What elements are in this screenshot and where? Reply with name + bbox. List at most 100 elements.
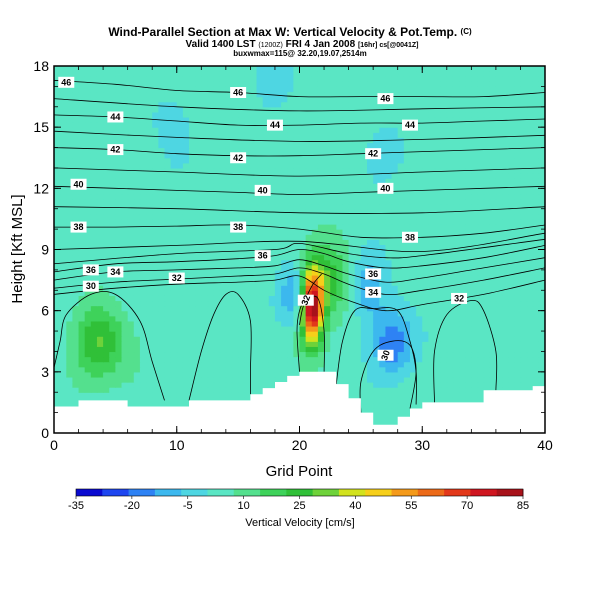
field-cell: [459, 229, 466, 235]
field-cell: [502, 315, 509, 322]
field-cell: [354, 280, 362, 286]
field-cell: [78, 116, 86, 123]
field-cell: [189, 198, 196, 205]
field-cell: [336, 274, 344, 281]
field-cell: [182, 325, 190, 332]
field-cell: [526, 300, 534, 307]
field-cell: [54, 152, 61, 159]
field-cell: [182, 224, 190, 230]
field-cell: [538, 152, 545, 159]
field-cell: [158, 229, 166, 235]
field-cell: [164, 122, 172, 128]
field-cell: [495, 341, 503, 347]
field-cell: [391, 239, 399, 246]
field-cell: [502, 331, 509, 337]
field-cell: [207, 382, 215, 388]
field-cell: [434, 127, 442, 133]
field-cell: [495, 285, 503, 291]
field-cell: [305, 218, 313, 225]
field-cell: [348, 183, 356, 189]
field-cell: [379, 366, 387, 373]
field-cell: [84, 142, 92, 149]
field-cell: [189, 157, 196, 164]
field-cell: [170, 387, 178, 393]
field-cell: [520, 361, 528, 368]
field-cell: [305, 208, 313, 215]
field-cell: [502, 361, 509, 368]
field-cell: [127, 229, 135, 235]
field-cell: [348, 203, 356, 210]
field-cell: [428, 305, 436, 312]
field-cell: [311, 116, 319, 123]
field-cell: [520, 178, 528, 184]
field-cell: [133, 295, 141, 302]
field-cell: [127, 351, 135, 358]
field-cell: [127, 366, 135, 373]
field-cell: [459, 371, 466, 378]
field-cell: [152, 234, 159, 240]
field-cell: [127, 376, 135, 383]
field-cell: [66, 229, 74, 235]
field-cell: [268, 295, 276, 302]
field-cell: [495, 295, 503, 302]
field-cell: [72, 346, 80, 353]
field-cell: [385, 402, 393, 409]
field-cell: [231, 376, 239, 383]
field-cell: [434, 122, 442, 128]
field-cell: [219, 392, 227, 398]
field-cell: [397, 239, 405, 246]
field-cell: [538, 310, 545, 317]
field-cell: [508, 147, 515, 154]
field-cell: [54, 341, 61, 347]
field-cell: [502, 274, 509, 281]
field-cell: [103, 208, 110, 215]
field-cell: [311, 336, 319, 342]
field-cell: [538, 382, 545, 388]
field-cell: [133, 157, 141, 164]
field-cell: [262, 310, 270, 317]
field-cell: [281, 295, 288, 302]
field-cell: [459, 392, 466, 398]
field-cell: [391, 290, 399, 296]
field-cell: [139, 320, 147, 327]
field-cell: [189, 280, 196, 286]
field-cell: [164, 229, 172, 235]
field-cell: [60, 397, 67, 404]
field-cell: [213, 239, 221, 246]
field-cell: [373, 382, 380, 388]
field-cell: [268, 285, 276, 291]
field-cell: [152, 366, 159, 373]
field-cell: [238, 132, 245, 138]
field-cell: [360, 407, 368, 414]
field-cell: [90, 111, 98, 118]
field-cell: [256, 300, 264, 307]
field-cell: [146, 116, 153, 123]
field-cell: [103, 274, 110, 281]
field-cell: [502, 178, 509, 184]
field-cell: [324, 285, 331, 291]
field-cell: [84, 132, 92, 138]
field-cell: [483, 274, 491, 281]
field-cell: [299, 280, 307, 286]
field-cell: [96, 336, 104, 342]
field-cell: [115, 392, 123, 398]
field-cell: [109, 178, 116, 184]
field-cell: [428, 320, 436, 327]
field-cell: [465, 198, 472, 205]
field-cell: [54, 162, 61, 169]
field-cell: [152, 157, 159, 164]
field-cell: [330, 137, 337, 144]
field-cell: [330, 198, 337, 205]
field-cell: [311, 244, 319, 251]
field-cell: [532, 183, 540, 189]
field-cell: [189, 371, 196, 378]
field-cell: [213, 259, 221, 266]
field-cell: [256, 295, 264, 302]
field-cell: [133, 137, 141, 144]
field-cell: [238, 361, 245, 368]
field-cell: [311, 331, 319, 337]
field-cell: [342, 274, 350, 281]
field-cell: [502, 213, 509, 220]
field-cell: [409, 280, 417, 286]
field-cell: [477, 178, 485, 184]
